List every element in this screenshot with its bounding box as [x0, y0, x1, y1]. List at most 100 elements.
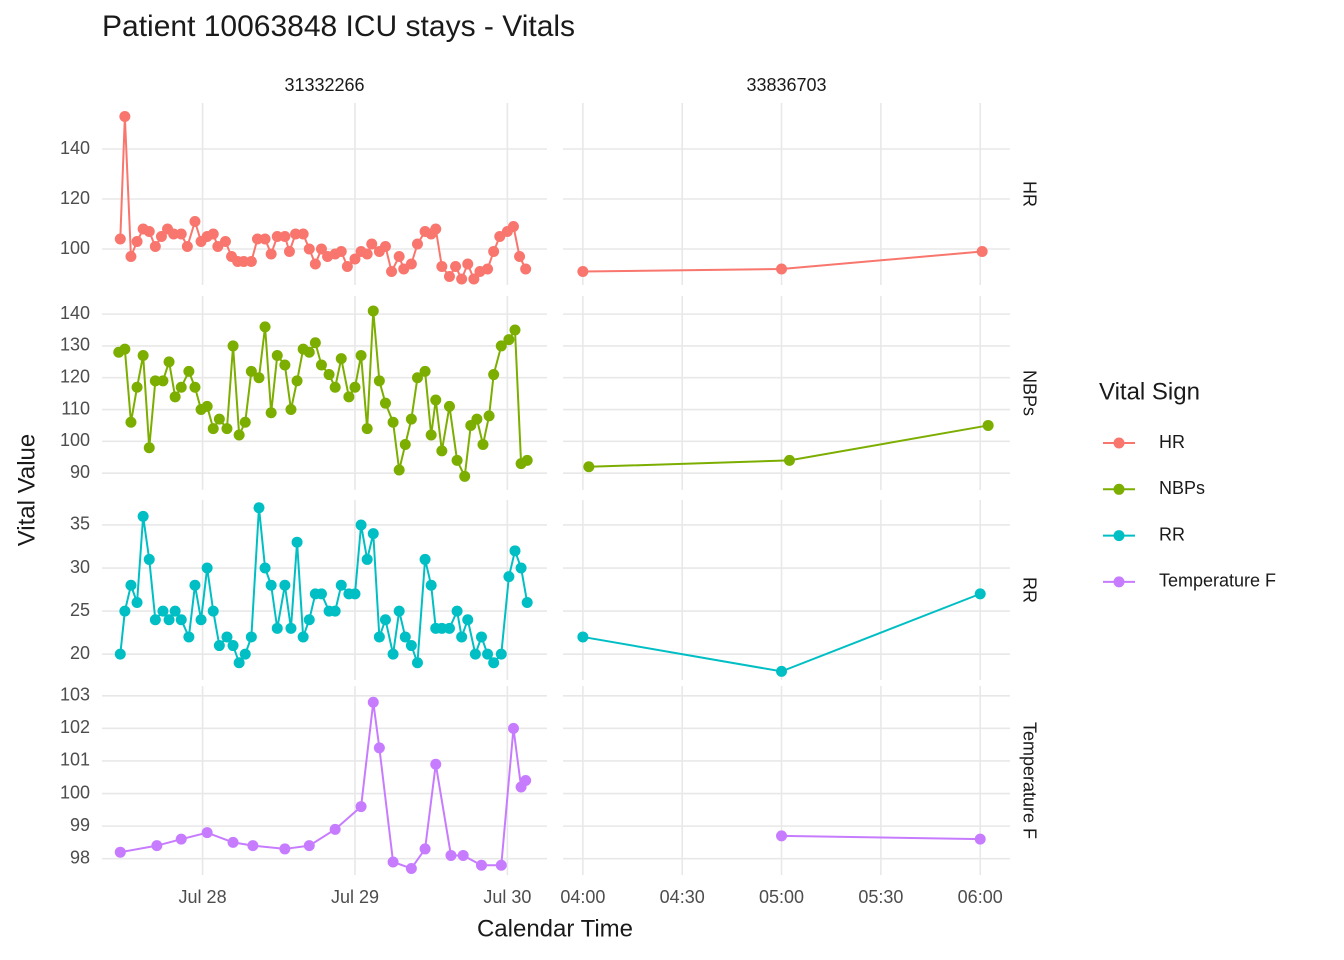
- x-tick-label: Jul 29: [331, 887, 379, 907]
- x-tick-label: 04:30: [660, 887, 705, 907]
- data-point: [163, 614, 175, 626]
- data-point: [471, 413, 483, 425]
- data-point: [495, 859, 507, 871]
- data-point: [169, 391, 181, 403]
- data-point: [436, 622, 448, 634]
- y-tick-label: 103: [60, 685, 90, 705]
- data-point: [303, 346, 315, 358]
- data-point: [114, 648, 126, 660]
- data-point: [393, 251, 405, 262]
- x-tick-label: 04:00: [560, 887, 605, 907]
- x-tick-label: 05:30: [858, 887, 903, 907]
- data-point: [343, 391, 355, 403]
- data-point: [221, 423, 233, 435]
- data-point: [349, 381, 361, 393]
- data-point: [514, 251, 526, 262]
- data-point: [405, 862, 417, 874]
- data-point: [265, 248, 277, 260]
- data-point: [149, 375, 161, 387]
- data-point: [361, 553, 373, 565]
- data-point: [405, 258, 417, 270]
- data-point: [253, 372, 265, 384]
- data-point: [451, 605, 463, 617]
- data-point: [175, 381, 187, 393]
- y-tick-label: 110: [61, 398, 90, 418]
- data-point: [219, 236, 231, 247]
- data-point: [221, 631, 233, 643]
- data-point: [475, 631, 487, 643]
- data-point: [456, 273, 468, 285]
- data-point: [279, 231, 291, 242]
- data-point: [155, 231, 167, 242]
- data-point: [207, 605, 219, 617]
- data-point: [259, 233, 271, 245]
- data-point: [445, 849, 457, 861]
- data-point: [456, 631, 468, 643]
- data-point: [341, 261, 353, 272]
- data-point: [285, 622, 297, 634]
- data-point: [143, 553, 155, 565]
- x-tick-label: 06:00: [958, 887, 1003, 907]
- data-point: [405, 640, 417, 652]
- data-point: [315, 588, 327, 600]
- y-tick-label: 100: [60, 238, 90, 258]
- data-point: [477, 439, 489, 451]
- data-point: [419, 553, 431, 565]
- y-tick-label: 98: [70, 847, 90, 867]
- data-point: [227, 340, 239, 352]
- data-point: [149, 614, 161, 626]
- data-point: [131, 381, 143, 393]
- data-point: [297, 228, 309, 240]
- data-point: [373, 742, 385, 754]
- data-point: [783, 454, 795, 466]
- strip-label: 31332266: [284, 75, 364, 95]
- data-point: [283, 246, 295, 257]
- data-point: [355, 519, 367, 531]
- data-point: [483, 410, 495, 422]
- data-point: [509, 545, 521, 557]
- data-point: [457, 849, 469, 861]
- data-point: [411, 372, 423, 384]
- data-point: [355, 349, 367, 361]
- data-point: [577, 266, 589, 277]
- data-point: [189, 381, 201, 393]
- data-point: [495, 648, 507, 660]
- data-point: [131, 236, 143, 247]
- data-point: [125, 251, 137, 262]
- data-point: [247, 840, 259, 852]
- data-point: [373, 631, 385, 643]
- data-point: [169, 605, 181, 617]
- data-point: [259, 321, 271, 333]
- legend-label: RR: [1159, 524, 1185, 544]
- data-point: [245, 631, 257, 643]
- data-point: [367, 305, 379, 317]
- data-point: [515, 562, 527, 574]
- data-point: [303, 243, 315, 255]
- y-tick-label: 100: [60, 782, 90, 802]
- strip-label: RR: [1019, 577, 1039, 603]
- data-point: [168, 228, 180, 240]
- data-point: [265, 579, 277, 591]
- data-point: [379, 241, 391, 252]
- data-point: [245, 256, 257, 267]
- data-point: [495, 340, 507, 352]
- data-point: [157, 605, 169, 617]
- data-point: [379, 614, 391, 626]
- x-tick-label: 05:00: [759, 887, 804, 907]
- data-point: [201, 827, 213, 839]
- data-point: [303, 840, 315, 852]
- data-point: [137, 349, 149, 361]
- data-point: [399, 439, 411, 451]
- data-point: [521, 596, 533, 608]
- strip-label: HR: [1019, 181, 1039, 207]
- data-point: [175, 833, 187, 845]
- y-tick-label: 140: [60, 303, 90, 323]
- chart-title: Patient 10063848 ICU stays - Vitals: [102, 10, 575, 43]
- data-point: [507, 722, 519, 734]
- data-point: [411, 657, 423, 669]
- data-point: [114, 233, 126, 245]
- data-point: [265, 407, 277, 419]
- x-tick-label: Jul 30: [483, 887, 531, 907]
- data-point: [462, 258, 474, 270]
